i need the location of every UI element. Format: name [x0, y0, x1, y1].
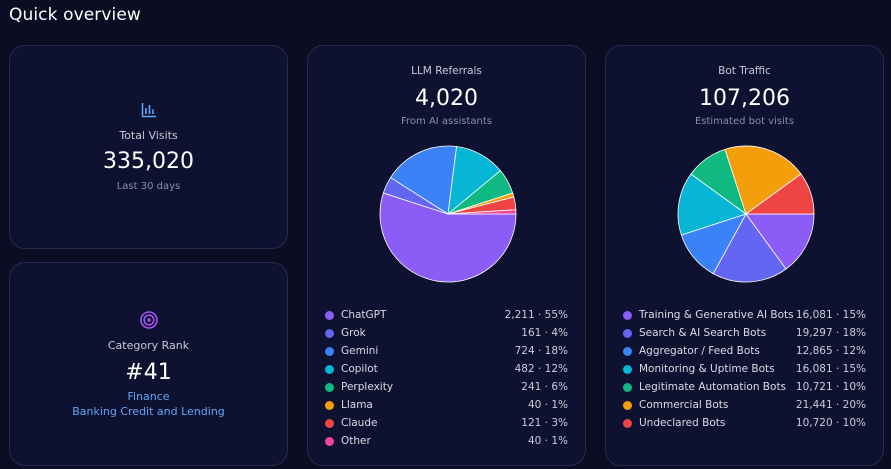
legend-value: 10,720 · 10%: [795, 417, 866, 429]
legend-item-copilot: Copilot 482 · 12%: [325, 362, 568, 380]
llm-referrals-card: LLM Referrals 4,020 From AI assistants C…: [307, 45, 586, 466]
legend-item-perplexity: Perplexity 241 · 6%: [325, 380, 568, 398]
llm-referrals-sub: From AI assistants: [401, 116, 492, 127]
legend-item-commercial-bots: Commercial Bots 21,441 · 20%: [623, 398, 866, 416]
legend-label: Copilot: [341, 363, 378, 375]
pie-slice-commercial-bots: [724, 145, 802, 215]
target-icon: [140, 311, 158, 329]
legend-dot: [623, 311, 632, 320]
bot-traffic-title: Bot Traffic: [718, 65, 771, 77]
legend-item-claude: Claude 121 · 3%: [325, 416, 568, 434]
legend-dot: [325, 437, 334, 446]
pie-slice-search-ai-search-bots: [712, 213, 787, 283]
legend-value: 19,297 · 18%: [795, 327, 866, 339]
legend-dot: [325, 401, 334, 410]
bot-traffic-sub: Estimated bot visits: [694, 116, 795, 127]
bot-traffic-card: Bot Traffic 107,206 Estimated bot visits…: [605, 45, 884, 466]
subcategory-link[interactable]: Banking Credit and Lending: [72, 405, 225, 418]
legend-dot: [623, 401, 632, 410]
bar-chart-icon: [141, 103, 156, 118]
pie-slice-chatgpt: [379, 192, 517, 283]
legend-label: Training & Generative AI Bots: [639, 309, 794, 321]
category-link[interactable]: Finance: [127, 390, 170, 403]
pie-slice-undeclared-bots: [744, 173, 815, 215]
pie-slice-training-generative-ai-bots: [745, 213, 815, 270]
bot-traffic-value: 107,206: [699, 86, 790, 111]
pie-slice-gemini: [390, 145, 458, 215]
legend-dot: [325, 419, 334, 428]
legend-label: ChatGPT: [341, 309, 387, 321]
legend-item-chatgpt: ChatGPT 2,211 · 55%: [325, 308, 568, 326]
legend-dot: [623, 419, 632, 428]
legend-item-training-bots: Training & Generative AI Bots 16,081 · 15…: [623, 308, 866, 326]
legend-dot: [325, 329, 334, 338]
legend-item-undeclared-bots: Undeclared Bots 10,720 · 10%: [623, 416, 866, 434]
legend-item-aggregator-bots: Aggregator / Feed Bots 12,865 · 12%: [623, 344, 866, 362]
total-visits-label: Total Visits: [119, 129, 178, 142]
legend-value: 724 · 18%: [514, 345, 568, 357]
legend-value: 241 · 6%: [521, 381, 568, 393]
pie-slice-other: [447, 209, 517, 215]
legend-item-grok: Grok 161 · 4%: [325, 326, 568, 344]
total-visits-value: 335,020: [103, 149, 194, 174]
legend-dot: [623, 383, 632, 392]
legend-value: 121 · 3%: [521, 417, 568, 429]
legend-value: 40 · 1%: [527, 399, 568, 411]
legend-label: Gemini: [341, 345, 379, 357]
legend-label: Grok: [341, 327, 366, 339]
legend-value: 12,865 · 12%: [795, 345, 866, 357]
legend-item-other: Other 40 · 1%: [325, 434, 568, 452]
legend-item-monitoring-bots: Monitoring & Uptime Bots 16,081 · 15%: [623, 362, 866, 380]
category-rank-value: #41: [125, 360, 172, 385]
category-rank-label: Category Rank: [107, 339, 190, 352]
llm-referrals-pie-chart: [379, 145, 517, 283]
legend-label: Llama: [341, 399, 373, 411]
legend-value: 21,441 · 20%: [795, 399, 866, 411]
llm-referrals-value: 4,020: [415, 86, 478, 111]
llm-referrals-legend: ChatGPT 2,211 · 55% Grok 161 · 4% Gemini 72…: [325, 308, 568, 452]
legend-dot: [623, 329, 632, 338]
legend-label: Commercial Bots: [639, 399, 729, 411]
total-visits-sub: Last 30 days: [116, 181, 181, 192]
legend-item-llama: Llama 40 · 1%: [325, 398, 568, 416]
legend-value: 16,081 · 15%: [795, 309, 866, 321]
legend-label: Other: [341, 435, 371, 447]
legend-value: 10,721 · 10%: [795, 381, 866, 393]
bot-traffic-legend: Training & Generative AI Bots 16,081 · 15…: [623, 308, 866, 434]
category-rank-card: Category Rank #41 Finance Banking Credit…: [9, 262, 288, 466]
legend-value: 2,211 · 55%: [504, 309, 568, 321]
legend-label: Search & AI Search Bots: [639, 327, 767, 339]
legend-dot: [623, 347, 632, 356]
legend-dot: [325, 347, 334, 356]
legend-label: Legitimate Automation Bots: [639, 381, 787, 393]
legend-label: Undeclared Bots: [639, 417, 726, 429]
legend-label: Perplexity: [341, 381, 394, 393]
legend-item-automation-bots: Legitimate Automation Bots 10,721 · 10%: [623, 380, 866, 398]
legend-item-gemini: Gemini 724 · 18%: [325, 344, 568, 362]
legend-value: 16,081 · 15%: [795, 363, 866, 375]
legend-value: 161 · 4%: [521, 327, 568, 339]
page-title: Quick overview: [9, 5, 141, 25]
legend-value: 482 · 12%: [514, 363, 568, 375]
total-visits-card: Total Visits 335,020 Last 30 days: [9, 45, 288, 249]
legend-dot: [623, 365, 632, 374]
legend-dot: [325, 311, 334, 320]
legend-label: Monitoring & Uptime Bots: [639, 363, 775, 375]
legend-dot: [325, 365, 334, 374]
legend-item-search-bots: Search & AI Search Bots 19,297 · 18%: [623, 326, 866, 344]
legend-label: Aggregator / Feed Bots: [639, 345, 760, 357]
llm-referrals-title: LLM Referrals: [411, 65, 482, 77]
legend-value: 40 · 1%: [527, 435, 568, 447]
legend-label: Claude: [341, 417, 378, 429]
legend-dot: [325, 383, 334, 392]
pie-slice-monitoring-uptime-bots: [677, 173, 747, 236]
bot-traffic-pie-chart: [677, 145, 815, 283]
